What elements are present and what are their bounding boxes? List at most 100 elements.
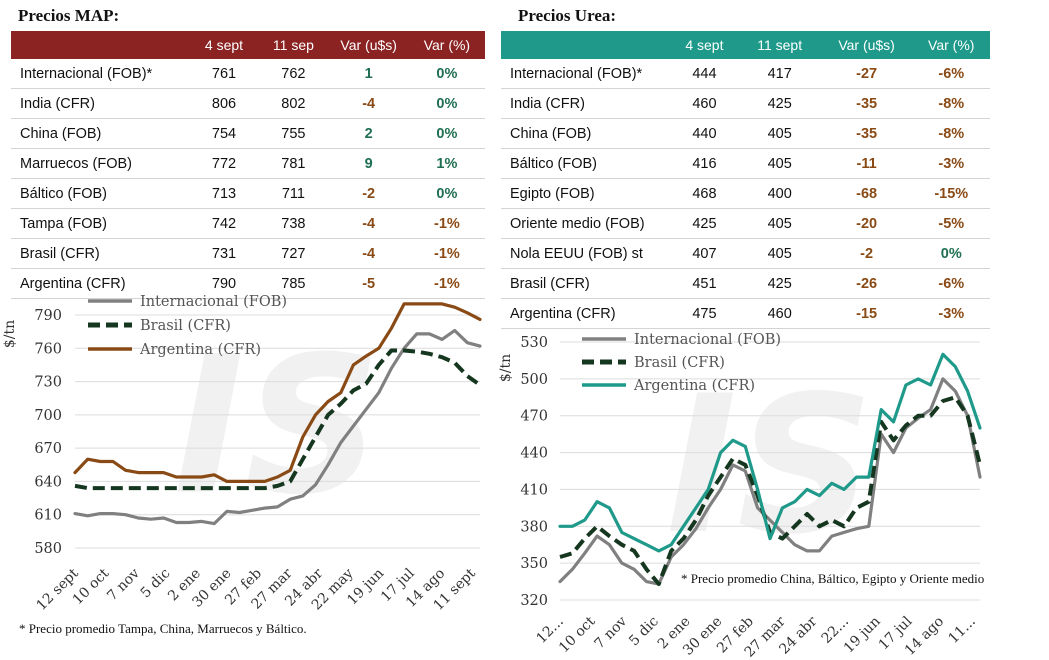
row-value-4sept: 731 xyxy=(189,238,259,269)
row-var-pct: -1% xyxy=(408,268,485,299)
row-value-11sept: 711 xyxy=(258,178,329,209)
row-var-pct: -1% xyxy=(408,238,485,269)
table-row: Egipto (FOB) 468 400 -68 -15% xyxy=(501,178,990,209)
row-name: Egipto (FOB) xyxy=(501,178,671,209)
table-row: China (FOB) 440 405 -35 -8% xyxy=(501,118,990,149)
table-row: Báltico (FOB) 713 711 -2 0% xyxy=(11,178,485,209)
table-row: Marruecos (FOB) 772 781 9 1% xyxy=(11,148,485,179)
map-price-table: 4 sept 11 sep Var (u$s) Var (%) Internac… xyxy=(11,31,485,299)
table-row: Nola EEUU (FOB) st 407 405 -2 0% xyxy=(501,238,990,269)
map-y-tick-label: 790 xyxy=(34,308,62,324)
row-name: Argentina (CFR) xyxy=(11,268,190,299)
map-col-11sep: 11 sep xyxy=(272,37,314,53)
row-name: India (CFR) xyxy=(11,88,190,119)
row-value-11sept: 405 xyxy=(738,148,821,179)
row-name: Brasil (CFR) xyxy=(501,268,671,299)
map-series-line-1 xyxy=(74,348,482,491)
map-footnote: * Precio promedio Tampa, China, Marrueco… xyxy=(19,621,307,636)
row-name: Nola EEUU (FOB) st xyxy=(501,238,671,269)
table-row: Argentina (CFR) 790 785 -5 -1% xyxy=(11,268,485,299)
map-legend-label-0: Internacional (FOB) xyxy=(140,294,287,310)
table-row: Internacional (FOB)* 444 417 -27 -6% xyxy=(501,59,990,89)
map-y-tick-label: 730 xyxy=(34,375,62,391)
map-y-tick-label: 640 xyxy=(34,474,62,490)
row-var-usd: -35 xyxy=(820,118,913,149)
row-value-11sept: 460 xyxy=(738,298,821,329)
map-x-tick-label: 7 nov xyxy=(104,565,143,604)
map-y-tick-label: 670 xyxy=(34,441,62,457)
urea-title: Precios Urea: xyxy=(518,6,617,25)
row-name: Internacional (FOB)* xyxy=(11,59,190,89)
row-var-usd: -5 xyxy=(328,268,409,299)
row-value-4sept: 444 xyxy=(670,59,739,89)
row-var-usd: -4 xyxy=(328,208,409,239)
row-var-usd: 1 xyxy=(328,59,409,89)
urea-col-var-usd: Var (u$s) xyxy=(838,37,895,53)
urea-legend-label-0: Internacional (FOB) xyxy=(634,332,781,348)
urea-y-axis-label: $/tn xyxy=(498,354,514,382)
row-name: Tampa (FOB) xyxy=(11,208,190,239)
row-value-11sept: 781 xyxy=(258,148,329,179)
row-value-4sept: 772 xyxy=(189,148,259,179)
row-name: Báltico (FOB) xyxy=(501,148,671,179)
urea-legend-label-2: Argentina (CFR) xyxy=(633,378,755,394)
row-var-pct: 0% xyxy=(408,88,485,119)
urea-footnote: * Precio promedio China, Báltico, Egipto… xyxy=(679,571,987,587)
urea-y-tick-label: 440 xyxy=(520,446,548,462)
row-name: Internacional (FOB)* xyxy=(501,59,671,89)
urea-col-var-pct: Var (%) xyxy=(928,37,975,53)
row-var-pct: -8% xyxy=(912,118,990,149)
row-name: Báltico (FOB) xyxy=(11,178,190,209)
row-var-usd: -11 xyxy=(820,148,913,179)
urea-legend-label-1: Brasil (CFR) xyxy=(634,355,725,371)
map-y-tick-label: 580 xyxy=(34,541,62,557)
row-value-4sept: 416 xyxy=(670,148,739,179)
map-legend-label-1: Brasil (CFR) xyxy=(140,318,231,334)
map-y-tick-label: 700 xyxy=(34,408,62,424)
table-row: Tampa (FOB) 742 738 -4 -1% xyxy=(11,208,485,239)
table-row: China (FOB) 754 755 2 0% xyxy=(11,118,485,149)
urea-y-tick-label: 320 xyxy=(520,593,548,609)
urea-x-tick-label: 7 nov xyxy=(592,613,631,652)
row-value-11sept: 405 xyxy=(738,208,821,239)
table-row: India (CFR) 460 425 -35 -8% xyxy=(501,88,990,119)
row-value-4sept: 451 xyxy=(670,268,739,299)
row-value-4sept: 806 xyxy=(189,88,259,119)
row-value-11sept: 425 xyxy=(738,88,821,119)
row-value-11sept: 405 xyxy=(738,118,821,149)
map-table-header: 4 sept 11 sep Var (u$s) Var (%) xyxy=(11,31,485,59)
row-value-4sept: 407 xyxy=(670,238,739,269)
row-name: Marruecos (FOB) xyxy=(11,148,190,179)
table-row: Báltico (FOB) 416 405 -11 -3% xyxy=(501,148,990,179)
table-row: Brasil (CFR) 451 425 -26 -6% xyxy=(501,268,990,299)
row-var-pct: -5% xyxy=(912,208,990,239)
map-x-tick-label: 12 sept xyxy=(34,565,83,614)
urea-price-table: 4 sept 11 sept Var (u$s) Var (%) Interna… xyxy=(501,31,990,329)
row-var-pct: 0% xyxy=(408,178,485,209)
row-name: China (FOB) xyxy=(501,118,671,149)
urea-col-11sept: 11 sept xyxy=(757,37,803,53)
urea-y-tick-label: 350 xyxy=(520,556,548,572)
row-var-pct: 0% xyxy=(408,118,485,149)
row-value-4sept: 468 xyxy=(670,178,739,209)
map-col-var-pct: Var (%) xyxy=(423,37,471,53)
urea-series-line-2 xyxy=(558,352,982,553)
row-name: Argentina (CFR) xyxy=(501,298,671,329)
table-row: Internacional (FOB)* 761 762 1 0% xyxy=(11,59,485,89)
map-y-tick-label: 760 xyxy=(34,341,62,357)
row-var-pct: -3% xyxy=(912,298,990,329)
row-var-pct: -1% xyxy=(408,208,485,239)
row-value-4sept: 790 xyxy=(189,268,259,299)
row-value-4sept: 742 xyxy=(189,208,259,239)
row-value-4sept: 761 xyxy=(189,59,259,89)
map-series-line-2 xyxy=(73,302,482,483)
row-name: India (CFR) xyxy=(501,88,671,119)
table-row: Argentina (CFR) 475 460 -15 -3% xyxy=(501,298,990,329)
table-row: Oriente medio (FOB) 425 405 -20 -5% xyxy=(501,208,990,239)
map-col-4sept: 4 sept xyxy=(204,37,244,53)
row-var-usd: -27 xyxy=(820,59,913,89)
table-row: India (CFR) 806 802 -4 0% xyxy=(11,88,485,119)
urea-y-tick-label: 380 xyxy=(520,519,548,535)
row-value-11sept: 802 xyxy=(258,88,329,119)
